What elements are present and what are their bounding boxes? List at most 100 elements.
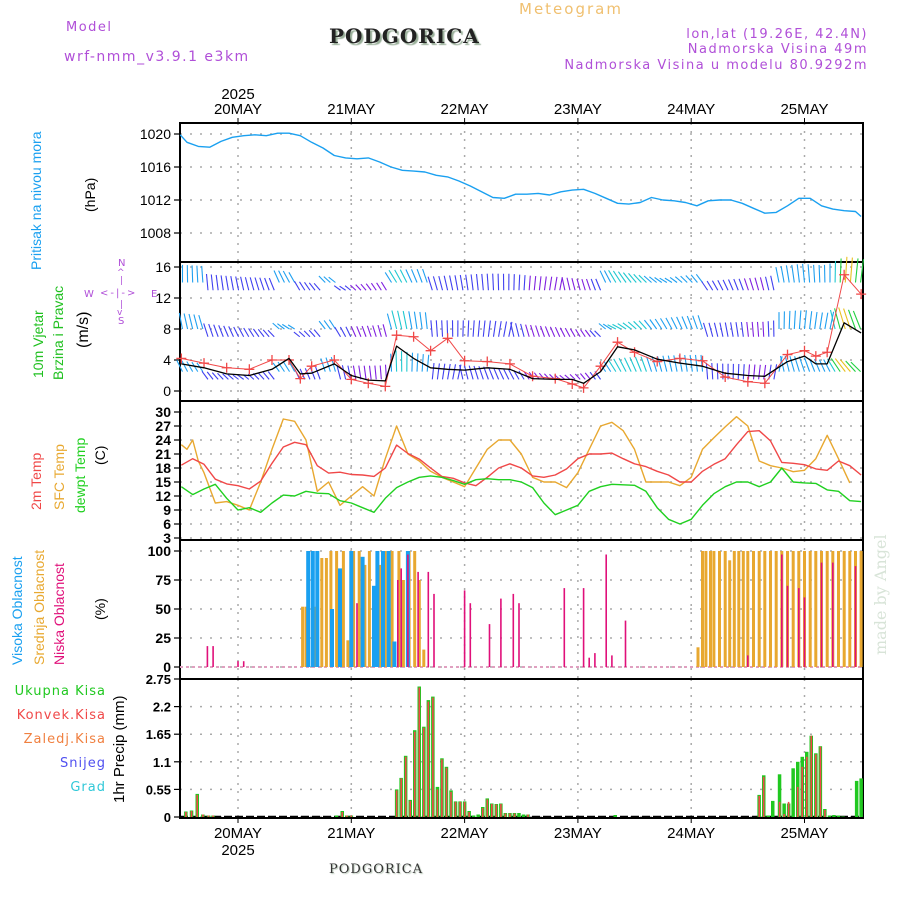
wind-arrow xyxy=(665,317,673,330)
mid-cloud-bar xyxy=(854,551,857,667)
wind-arrow xyxy=(803,357,811,372)
wind-arrow xyxy=(436,363,440,380)
low-cloud-bar xyxy=(854,566,857,667)
wind-arrow xyxy=(272,362,280,372)
wind-arrow xyxy=(780,266,785,283)
wind-arrow xyxy=(701,281,709,291)
wind-arrow xyxy=(775,266,780,283)
total-precip-bar xyxy=(184,811,188,817)
wind-arrow xyxy=(188,313,194,330)
wind-arrow xyxy=(528,371,535,380)
high-cloud-bar xyxy=(330,609,334,667)
wind-arrow xyxy=(191,265,194,283)
wind-arrow xyxy=(465,274,469,291)
wind-arrow xyxy=(838,307,846,330)
low-cloud-bar xyxy=(469,603,472,667)
total-precip-bar xyxy=(345,815,349,817)
total-precip-bar xyxy=(832,815,836,817)
gust-marker xyxy=(329,355,340,365)
low-cloud-bar xyxy=(356,603,358,667)
wind-arrow xyxy=(206,371,214,380)
wind-arrow xyxy=(309,367,316,380)
wind-arrow xyxy=(196,265,199,283)
low-cloud-bar xyxy=(832,562,834,667)
y-tick-label: 0 xyxy=(163,659,171,675)
gust-marker xyxy=(176,353,187,364)
wind-arrow xyxy=(813,358,821,372)
panel-4 xyxy=(174,540,863,679)
wind-arrow xyxy=(528,275,531,291)
panel-5 xyxy=(174,678,863,818)
wind-arrow xyxy=(498,368,505,380)
wind-arrow xyxy=(599,270,607,283)
wind-arrow xyxy=(612,323,622,330)
high-cloud-bar xyxy=(310,551,315,667)
low-cloud-bar xyxy=(407,554,409,667)
gust-marker xyxy=(856,289,867,300)
gust-marker xyxy=(810,351,821,362)
wind-arrow xyxy=(717,280,724,291)
total-precip-bar xyxy=(417,686,421,817)
x-tick-label-top: 25MAY xyxy=(780,101,828,118)
wind-arrow xyxy=(539,325,545,337)
wind-arrow xyxy=(569,328,576,338)
wind-arrow xyxy=(533,276,537,291)
conv-precip-bar xyxy=(491,804,493,817)
wind-arrow xyxy=(473,365,479,380)
low-cloud-bar xyxy=(588,657,590,667)
wind-arrow xyxy=(477,320,481,337)
wind-arrow xyxy=(814,312,818,330)
wind-arrow xyxy=(257,372,265,380)
gust-marker xyxy=(550,373,561,384)
total-precip-bar xyxy=(805,751,809,817)
mid-cloud-bar xyxy=(335,551,339,667)
wind-axis-title-1: 10m Vjetar xyxy=(30,310,46,378)
wind-arrow xyxy=(778,356,783,372)
y-tick-label: 3 xyxy=(163,530,171,546)
wind-arrow xyxy=(763,364,767,380)
gust-marker xyxy=(425,345,436,356)
wind-arrow xyxy=(481,273,484,291)
cloud-low-label: Niska Oblacnost xyxy=(51,563,67,665)
wind-arrow xyxy=(819,312,823,330)
wind-arrow xyxy=(681,316,688,330)
mid-cloud-bar xyxy=(378,564,382,667)
mid-cloud-bar xyxy=(352,551,356,667)
wind-arrow xyxy=(510,322,515,337)
wind-arrow xyxy=(603,270,612,283)
wind-arrow xyxy=(649,319,658,330)
total-precip-bar xyxy=(762,775,766,817)
wind-arrow xyxy=(254,277,260,291)
wind-arrow xyxy=(341,365,347,380)
wind-arrow xyxy=(669,276,678,283)
wind-arrow xyxy=(678,355,683,372)
temp-sfc-label: SFC Temp xyxy=(51,444,67,510)
wind-arrow xyxy=(181,360,189,372)
wind-arrow xyxy=(298,331,306,338)
wind-arrow xyxy=(430,320,433,337)
mid-cloud-bar xyxy=(709,551,712,667)
mid-cloud-bar xyxy=(383,551,387,667)
wind-arrow xyxy=(318,275,326,283)
x-year-top: 2025 xyxy=(221,86,254,103)
wind-arrow xyxy=(410,269,418,283)
wind-arrow xyxy=(457,364,462,380)
wind-arrow xyxy=(508,321,513,337)
y-tick-label: 100 xyxy=(148,543,172,559)
wind-arrow xyxy=(561,277,566,291)
gust-marker xyxy=(504,358,515,369)
wind-arrow xyxy=(590,278,596,291)
low-cloud-bar xyxy=(820,562,823,667)
wind-arrow xyxy=(323,276,331,283)
wind-arrow xyxy=(543,373,550,380)
wind-arrow xyxy=(325,357,331,372)
gust-marker xyxy=(482,356,493,367)
mid-cloud-bar xyxy=(701,551,704,667)
wind-arrow xyxy=(293,331,301,338)
low-cloud-bar xyxy=(747,655,749,667)
wind-arrow xyxy=(706,280,714,291)
gust-marker xyxy=(578,382,589,393)
total-precip-bar xyxy=(440,758,444,817)
total-precip-bar xyxy=(777,774,782,817)
